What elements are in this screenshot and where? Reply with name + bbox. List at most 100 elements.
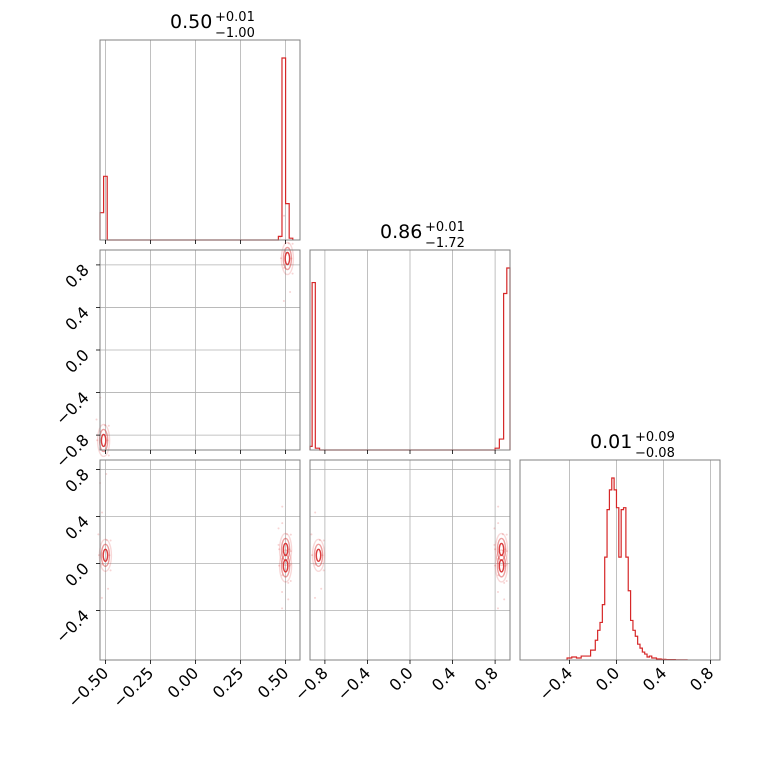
sample-point bbox=[281, 522, 284, 525]
sample-point bbox=[505, 579, 508, 582]
sample-point bbox=[322, 539, 325, 542]
title-lower-error: −1.72 bbox=[425, 236, 465, 251]
title-upper-error: +0.09 bbox=[635, 430, 675, 445]
density-contour bbox=[494, 532, 509, 567]
sample-point bbox=[289, 291, 292, 294]
title-lower-error: −0.08 bbox=[635, 446, 675, 461]
sample-point bbox=[504, 548, 507, 551]
sample-point bbox=[494, 548, 497, 551]
panel-frame bbox=[99, 459, 301, 661]
x-tick-label: 0.4 bbox=[428, 663, 459, 694]
sample-point bbox=[105, 539, 108, 542]
sample-point bbox=[281, 607, 284, 610]
sample-point bbox=[281, 557, 284, 560]
density-contour bbox=[282, 542, 289, 557]
sample-point bbox=[289, 563, 292, 566]
density-contour bbox=[280, 537, 291, 562]
sample-point bbox=[505, 550, 508, 553]
sample-point bbox=[314, 563, 317, 566]
sample-point bbox=[497, 505, 500, 508]
x-tick-label: 0.8 bbox=[686, 663, 717, 694]
sample-point bbox=[287, 598, 290, 601]
sample-point bbox=[279, 257, 282, 260]
sample-point bbox=[505, 563, 508, 566]
sample-point bbox=[95, 418, 98, 421]
sample-point bbox=[503, 581, 506, 584]
sample-point bbox=[313, 596, 316, 599]
sample-point bbox=[96, 439, 99, 442]
sample-point bbox=[101, 511, 104, 514]
sample-point bbox=[100, 596, 103, 599]
x-tick-label: 0.4 bbox=[639, 663, 670, 694]
sample-point bbox=[497, 574, 500, 577]
sample-point bbox=[493, 543, 496, 546]
sample-point bbox=[279, 236, 282, 239]
sample-point bbox=[497, 522, 500, 525]
sample-point bbox=[107, 587, 110, 590]
density-contour bbox=[282, 559, 289, 573]
sample-point bbox=[289, 533, 292, 536]
sample-point bbox=[283, 214, 286, 217]
sample-point bbox=[282, 300, 285, 303]
sample-point bbox=[97, 533, 100, 536]
sample-point bbox=[107, 424, 110, 427]
sample-point bbox=[318, 539, 321, 542]
x-tick-label: −0.25 bbox=[109, 663, 157, 711]
sample-point bbox=[497, 557, 500, 560]
title-upper-error: +0.01 bbox=[425, 220, 465, 235]
y-tick-label: −0.8 bbox=[52, 430, 93, 471]
panel-2-0: −0.50−0.25 0.00 0.25 0.50−0.40.00.40.8 bbox=[52, 459, 301, 711]
sample-point bbox=[283, 266, 286, 269]
density-contour bbox=[98, 538, 113, 572]
density-contour bbox=[498, 542, 505, 557]
sample-point bbox=[496, 607, 499, 610]
sample-point bbox=[505, 533, 508, 536]
histogram-step bbox=[309, 267, 511, 451]
panel-2-2: 0.01 +0.09−0.08 −0.4 0.0 0.4 0.8 bbox=[519, 430, 721, 704]
panel-title: 0.50 bbox=[170, 11, 212, 33]
x-tick-label: 0.0 bbox=[592, 663, 623, 694]
sample-point bbox=[101, 563, 104, 566]
x-tick-label: 0.8 bbox=[471, 663, 502, 694]
density-contour bbox=[315, 548, 322, 562]
y-tick-label: 0.4 bbox=[61, 303, 92, 334]
sample-point bbox=[320, 587, 323, 590]
sample-point bbox=[321, 554, 324, 557]
sample-point bbox=[277, 527, 280, 530]
panel-frame bbox=[99, 39, 301, 241]
x-tick-label: 0.00 bbox=[164, 663, 203, 702]
sample-point bbox=[106, 439, 109, 442]
density-contour bbox=[278, 549, 293, 583]
panel-0-0: 0.50 +0.01−1.00 bbox=[99, 10, 301, 244]
sample-point bbox=[504, 564, 507, 567]
sample-point bbox=[311, 554, 314, 557]
sample-point bbox=[287, 581, 290, 584]
histogram-step bbox=[99, 57, 294, 241]
density-contour bbox=[102, 548, 109, 562]
sample-point bbox=[291, 272, 294, 275]
sample-point bbox=[281, 590, 284, 593]
histogram-step bbox=[566, 477, 688, 661]
panel-frame bbox=[519, 459, 721, 661]
y-tick-label: 0.8 bbox=[61, 260, 92, 291]
x-tick-label: −0.4 bbox=[535, 663, 576, 704]
sample-point bbox=[281, 505, 284, 508]
sample-point bbox=[496, 590, 499, 593]
sample-point bbox=[310, 533, 313, 536]
density-contour bbox=[496, 537, 507, 562]
sample-point bbox=[277, 543, 280, 546]
panel-2-1: −0.8 −0.4 0.0 0.4 0.8 bbox=[291, 459, 511, 704]
sample-point bbox=[285, 533, 288, 536]
sample-point bbox=[314, 511, 317, 514]
panel-1-0: −0.8−0.4 0.0 0.4 0.8 bbox=[52, 214, 301, 484]
sample-point bbox=[108, 554, 111, 557]
title-lower-error: −1.00 bbox=[215, 26, 255, 41]
sample-point bbox=[278, 548, 281, 551]
sample-point bbox=[322, 569, 325, 572]
sample-point bbox=[289, 550, 292, 553]
x-tick-label: −0.4 bbox=[333, 663, 374, 704]
density-contour bbox=[280, 241, 295, 276]
sample-point bbox=[287, 242, 290, 245]
sample-point bbox=[291, 242, 294, 245]
